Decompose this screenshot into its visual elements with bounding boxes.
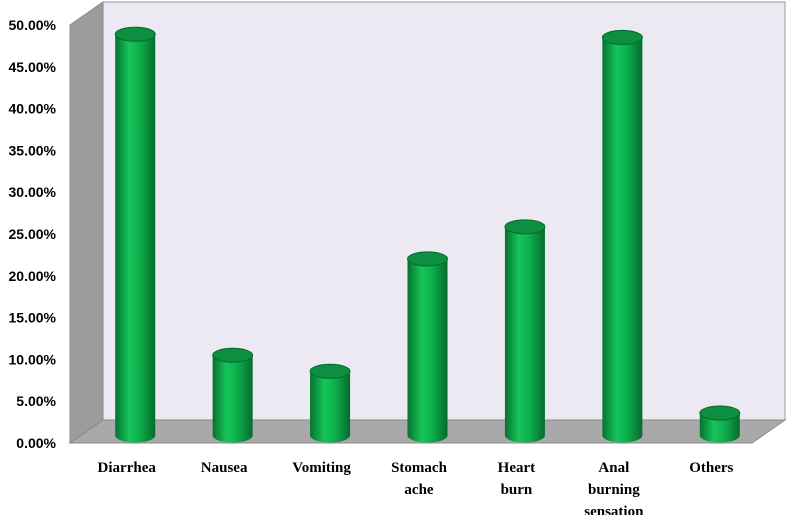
bar-diarrhea [114,26,156,443]
x-tick-label: burn [501,482,533,498]
bar-others [699,405,741,443]
bar-top [212,347,254,363]
bar-vomiting [309,363,351,443]
bar-body [212,355,253,443]
y-tick-label: 50.00% [9,17,57,33]
y-tick-label: 30.00% [9,184,57,200]
bar-nausea [212,347,254,443]
y-tick-label: 10.00% [9,351,57,367]
bar-body [310,371,351,443]
x-tick-label: Nausea [201,460,248,476]
x-tick-label: sensation [584,504,644,515]
bar-body [115,34,156,443]
bars [114,26,741,443]
bar-top [407,251,448,267]
y-tick-label: 0.00% [16,435,56,451]
x-axis-ticks: Diarrhea Nausea Vomiting Stomach ache Heart bu… [98,460,734,515]
bar-body [602,37,643,443]
y-tick-label: 40.00% [9,101,57,117]
x-tick-label: Diarrhea [98,460,157,476]
bar-stomach-ache [407,251,448,443]
y-axis-ticks: 0.00% 5.00% 10.00% 15.00% 20.00% 25.00% 30.00%… [9,17,57,451]
x-tick-label: Others [689,460,733,476]
bar-heart-burn [504,219,546,443]
bar-body [699,413,740,443]
y-tick-label: 45.00% [9,59,57,75]
x-tick-label: Stomach [391,460,447,476]
bar-top [699,405,741,421]
y-tick-label: 35.00% [9,142,57,158]
y-tick-label: 15.00% [9,310,57,326]
x-tick-label: Vomiting [292,460,351,476]
bar-top [601,29,643,45]
bar-top [309,363,351,379]
bar-anal-burning-sensation [601,29,643,443]
x-tick-label: ache [404,482,434,498]
y-tick-label: 5.00% [16,393,56,409]
x-tick-label: burning [588,482,640,498]
bar-top [114,26,156,42]
left-wall [69,1,104,444]
x-tick-label: Heart [498,460,535,476]
bar-body [407,258,448,443]
y-tick-label: 20.00% [9,268,57,284]
bar-body [504,226,545,443]
bar-top [504,219,546,235]
x-tick-label: Anal [598,460,629,476]
y-tick-label: 25.00% [9,226,57,242]
